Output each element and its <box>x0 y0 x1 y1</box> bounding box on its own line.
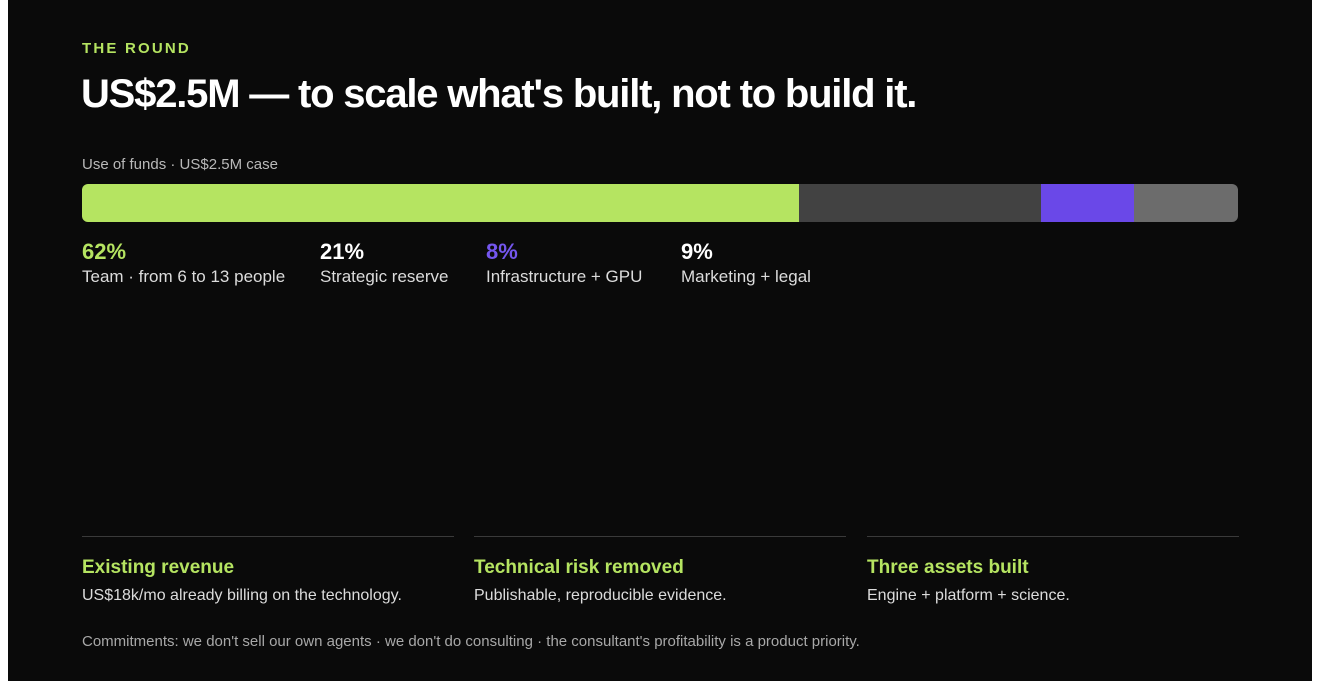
allocation-strategic-reserve: 21% Strategic reserve <box>320 239 449 287</box>
allocation-percent: 62% <box>82 239 127 264</box>
bar-segment-infrastructure <box>1041 184 1134 222</box>
point-description: Engine + platform + science. <box>867 587 1070 604</box>
point-title: Three assets built <box>867 557 1029 578</box>
point-existing-revenue: Existing revenue US$18k/mo already billi… <box>82 536 454 605</box>
allocation-label: Team · from 6 to 13 people <box>82 267 286 286</box>
point-technical-risk: Technical risk removed Publishable, repr… <box>474 536 846 605</box>
slide: THE ROUND US$2.5M — to scale what's buil… <box>8 0 1312 681</box>
point-title: Technical risk removed <box>474 557 684 578</box>
page-title: US$2.5M — to scale what's built, not to … <box>81 72 917 116</box>
section-label: THE ROUND <box>82 40 191 57</box>
allocation-percent: 21% <box>320 239 365 264</box>
allocation-percent: 8% <box>486 239 518 264</box>
allocation-team: 62% Team · from 6 to 13 people <box>82 239 285 287</box>
allocation-percent: 9% <box>681 239 713 264</box>
point-description: Publishable, reproducible evidence. <box>474 587 727 604</box>
point-title: Existing revenue <box>82 557 235 578</box>
bar-segment-marketing <box>1133 184 1238 222</box>
bar-segment-strategic-reserve <box>798 184 1042 222</box>
point-description: US$18k/mo already billing on the technol… <box>82 587 402 604</box>
point-three-assets: Three assets built Engine + platform + s… <box>867 536 1239 605</box>
allocation-label: Infrastructure + GPU <box>486 267 643 286</box>
commitments-note: Commitments: we don't sell our own agent… <box>82 633 860 650</box>
allocation-marketing: 9% Marketing + legal <box>681 239 811 287</box>
allocation-label: Strategic reserve <box>320 267 449 286</box>
use-of-funds-caption: Use of funds · US$2.5M case <box>82 156 278 173</box>
allocation-label: Marketing + legal <box>681 267 811 286</box>
use-of-funds-bar <box>82 184 1238 222</box>
bar-segment-team <box>82 184 799 222</box>
allocation-infrastructure: 8% Infrastructure + GPU <box>486 239 642 287</box>
